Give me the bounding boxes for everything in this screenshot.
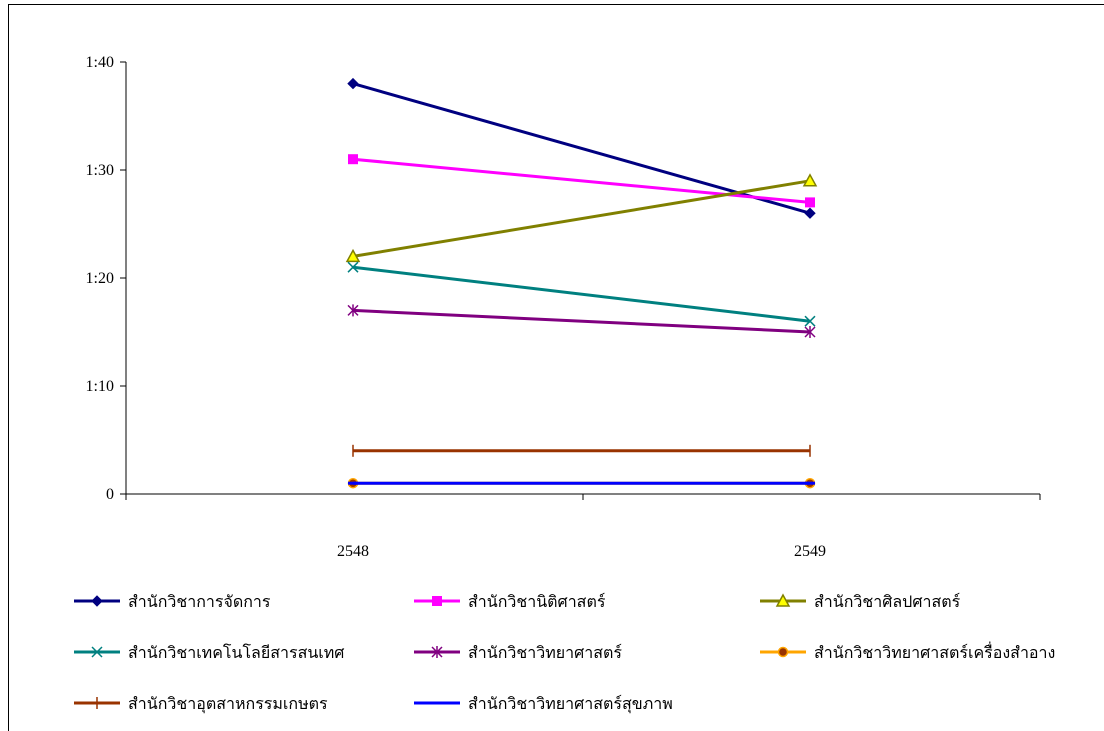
legend-item: สำนักวิชานิติศาสตร์ — [414, 592, 606, 611]
data-point — [348, 154, 358, 165]
data-point — [347, 77, 359, 90]
legend-label: สำนักวิชาศิลปศาสตร์ — [814, 592, 961, 611]
series-line — [352, 179, 811, 258]
legend-marker — [775, 593, 791, 607]
y-tick-label: 1:30 — [86, 162, 114, 179]
data-point — [804, 207, 816, 219]
legend-item: สำนักวิชาวิทยาศาสตร์สุขภาพ — [414, 694, 673, 714]
legend-item: สำนักวิชาอุตสาหกรรมเกษตร — [74, 694, 328, 714]
x-tick-label: 2549 — [794, 543, 826, 560]
legend-label: สำนักวิชาการจัดการ — [128, 592, 271, 611]
legend-label: สำนักวิชาอุตสาหกรรมเกษตร — [128, 694, 328, 714]
y-tick-label: 1:20 — [86, 270, 114, 287]
legend: สำนักวิชาการจัดการ สำนักวิชานิติศาสตร์ สำน… — [74, 592, 1055, 714]
legend-marker — [431, 646, 443, 658]
legend-label: สำนักวิชาเทคโนโลยีสารสนเทศ — [128, 643, 344, 662]
plot-area: 0 1:10 1:20 1:30 1:40 2548 2549 — [86, 54, 1041, 560]
legend-item: สำนักวิชาวิทยาศาสตร์ — [414, 643, 622, 662]
legend-label: สำนักวิชาวิทยาศาสตร์สุขภาพ — [468, 694, 673, 714]
legend-marker — [91, 646, 103, 658]
series-line — [352, 82, 811, 215]
legend-marker — [432, 596, 442, 606]
data-point — [804, 315, 816, 327]
y-tick-label: 1:40 — [86, 54, 114, 71]
legend-label: สำนักวิชาวิทยาศาสตร์เครื่องสำอาง — [814, 641, 1055, 662]
legend-marker — [777, 646, 789, 658]
data-point — [802, 173, 818, 187]
chart-frame — [8, 4, 1104, 731]
legend-label: สำนักวิชานิติศาสตร์ — [468, 592, 606, 611]
legend-label: สำนักวิชาวิทยาศาสตร์ — [468, 643, 622, 662]
series-line — [352, 265, 811, 323]
legend-item: สำนักวิชาวิทยาศาสตร์เครื่องสำอาง — [760, 641, 1055, 662]
data-point — [347, 261, 359, 273]
x-tick-label: 2548 — [337, 543, 369, 560]
legend-item: สำนักวิชาเทคโนโลยีสารสนเทศ — [74, 643, 344, 662]
data-point — [804, 326, 816, 338]
data-point — [345, 248, 361, 263]
y-tick-label: 1:10 — [86, 378, 114, 395]
y-tick-label: 0 — [106, 486, 114, 503]
legend-item: สำนักวิชาศิลปศาสตร์ — [760, 592, 961, 611]
legend-marker — [91, 595, 103, 607]
series-line — [352, 308, 811, 334]
legend-item: สำนักวิชาการจัดการ — [74, 592, 271, 611]
data-point — [805, 197, 815, 208]
series-line — [352, 157, 811, 204]
data-point — [347, 304, 359, 317]
